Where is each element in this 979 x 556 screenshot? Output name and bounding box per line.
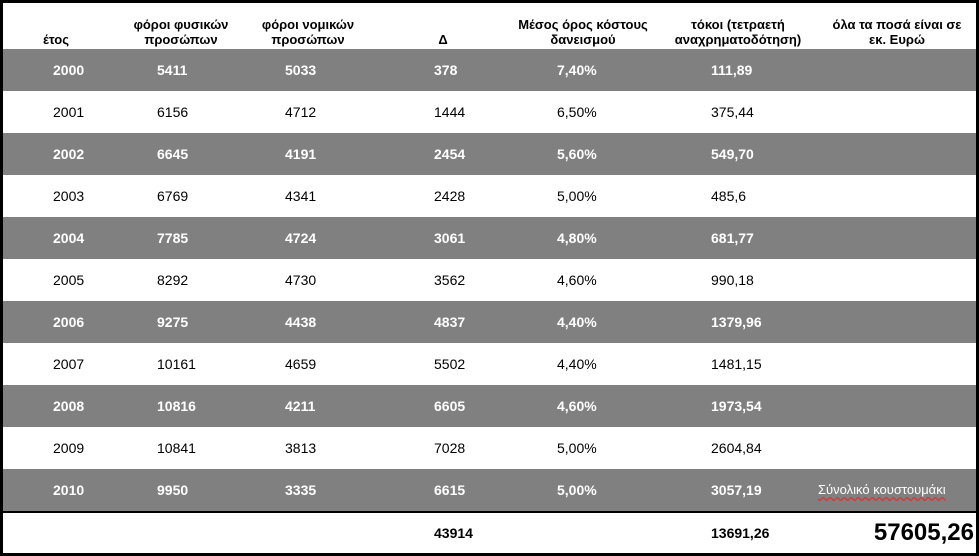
table-row: 2007 10161 4659 5502 4,40% 1481,15 [3,343,976,385]
cell-interest[interactable]: 485,6 [711,188,747,204]
cell-year[interactable]: 2000 [53,62,85,78]
cell-delta[interactable]: 2454 [434,146,466,162]
cell-interest[interactable]: 1481,15 [711,356,762,372]
cell-interest[interactable]: 1973,54 [711,398,762,414]
cell-total-note[interactable]: Σύνολικό κουστουμάκι [818,469,946,511]
cell-interest[interactable]: 375,44 [711,104,754,120]
header-personal-taxes[interactable]: φόροι φυσικών προσώπων [133,17,229,47]
cell-borrowing-cost[interactable]: 6,50% [557,104,597,120]
cell-year[interactable]: 2002 [53,146,85,162]
cell-borrowing-cost[interactable]: 5,00% [557,482,597,498]
cell-delta[interactable]: 6605 [434,398,466,414]
cell-year[interactable]: 2008 [53,398,85,414]
header-corporate-taxes[interactable]: φόροι νομικών προσώπων [261,17,355,47]
cell-borrowing-cost[interactable]: 4,60% [557,272,597,288]
total-interest[interactable]: 13691,26 [711,525,770,541]
cell-corporate-taxes[interactable]: 3813 [285,440,317,456]
cell-year[interactable]: 2006 [53,314,85,330]
cell-interest[interactable]: 2604,84 [711,440,762,456]
grand-total[interactable]: 57605,26 [873,519,974,546]
cell-personal-taxes[interactable]: 5411 [157,62,188,78]
totals-row: 43914 13691,26 57605,26 [3,513,976,553]
cell-corporate-taxes[interactable]: 5033 [285,62,317,78]
cell-corporate-taxes[interactable]: 4341 [285,188,317,204]
cell-interest[interactable]: 990,18 [711,272,754,288]
cell-corporate-taxes[interactable]: 4712 [285,104,317,120]
cell-corporate-taxes[interactable]: 4191 [285,146,317,162]
cell-year[interactable]: 2005 [53,272,85,288]
cell-delta[interactable]: 3562 [434,272,466,288]
cell-borrowing-cost[interactable]: 4,60% [557,398,597,414]
cell-year[interactable]: 2007 [53,356,85,372]
cell-borrowing-cost[interactable]: 7,40% [557,62,597,78]
header-year[interactable]: έτος [42,32,69,47]
header-average-borrowing-cost[interactable]: Μέσος όρος κόστους δανεισμού [518,17,648,47]
cell-interest[interactable]: 3057,19 [711,482,762,498]
table-row: 2008 10816 4211 6605 4,60% 1973,54 [3,385,976,427]
cell-corporate-taxes[interactable]: 4730 [285,272,317,288]
cell-borrowing-cost[interactable]: 4,80% [557,230,597,246]
cell-delta[interactable]: 6615 [434,482,466,498]
cell-interest[interactable]: 681,77 [711,230,754,246]
table-row: 2003 6769 4341 2428 5,00% 485,6 [3,175,976,217]
cell-year[interactable]: 2001 [53,104,85,120]
cell-interest[interactable]: 549,70 [711,146,754,162]
table-row: 2006 9275 4438 4837 4,40% 1379,96 [3,301,976,343]
cell-delta[interactable]: 378 [434,62,458,78]
cell-delta[interactable]: 3061 [434,230,466,246]
cell-borrowing-cost[interactable]: 5,00% [557,188,597,204]
cell-year[interactable]: 2009 [53,440,85,456]
header-interest[interactable]: τόκοι (τετραετή αναχρηματοδότηση) [674,17,802,47]
table-row: 2005 8292 4730 3562 4,60% 990,18 [3,259,976,301]
cell-borrowing-cost[interactable]: 4,40% [557,356,597,372]
table-row: 2002 6645 4191 2454 5,60% 549,70 [3,133,976,175]
cell-personal-taxes[interactable]: 8292 [157,272,189,288]
cell-corporate-taxes[interactable]: 4438 [285,314,317,330]
cell-corporate-taxes[interactable]: 4724 [285,230,317,246]
table-row: 2009 10841 3813 7028 5,00% 2604,84 [3,427,976,469]
cell-personal-taxes[interactable]: 9275 [157,314,189,330]
cell-personal-taxes[interactable]: 6645 [157,146,189,162]
table-row: 2010 9950 3335 6615 5,00% 3057,19 Σύνολικό κου… [3,469,976,511]
cell-interest[interactable]: 111,89 [711,62,753,78]
cell-personal-taxes[interactable]: 7785 [157,230,189,246]
cell-borrowing-cost[interactable]: 4,40% [557,314,597,330]
cell-corporate-taxes[interactable]: 3335 [285,482,317,498]
cell-year[interactable]: 2004 [53,230,85,246]
cell-delta[interactable]: 2428 [434,188,466,204]
cell-borrowing-cost[interactable]: 5,00% [557,440,597,456]
cell-personal-taxes[interactable]: 6769 [157,188,189,204]
cell-delta[interactable]: 4837 [434,314,466,330]
cell-year[interactable]: 2003 [53,188,85,204]
cell-delta[interactable]: 1444 [434,104,466,120]
header-delta[interactable]: Δ [438,32,448,47]
cell-borrowing-cost[interactable]: 5,60% [557,146,597,162]
table-row: 2000 5411 5033 378 7,40% 111,89 [3,49,976,91]
cell-corporate-taxes[interactable]: 4211 [285,398,316,414]
total-delta[interactable]: 43914 [434,525,473,541]
table-row: 2001 6156 4712 1444 6,50% 375,44 [3,91,976,133]
cell-delta[interactable]: 5502 [434,356,466,372]
cell-delta[interactable]: 7028 [434,440,466,456]
cell-personal-taxes[interactable]: 9950 [157,482,189,498]
table-row: 2004 7785 4724 3061 4,80% 681,77 [3,217,976,259]
header-amounts-note[interactable]: όλα τα ποσά είναι σε εκ. Ευρώ [832,17,962,47]
total-note-text: Σύνολικό κουστουμάκι [818,482,946,497]
cell-personal-taxes[interactable]: 10161 [157,356,196,372]
cell-personal-taxes[interactable]: 10841 [157,440,196,456]
data-table: έτος φόροι φυσικών προσώπων φόροι νομικώ… [3,3,976,511]
cell-corporate-taxes[interactable]: 4659 [285,356,317,372]
cell-personal-taxes[interactable]: 6156 [157,104,189,120]
cell-personal-taxes[interactable]: 10816 [157,398,196,414]
header-row: έτος φόροι φυσικών προσώπων φόροι νομικώ… [3,3,976,49]
cell-interest[interactable]: 1379,96 [711,314,762,330]
cell-year[interactable]: 2010 [53,482,85,498]
